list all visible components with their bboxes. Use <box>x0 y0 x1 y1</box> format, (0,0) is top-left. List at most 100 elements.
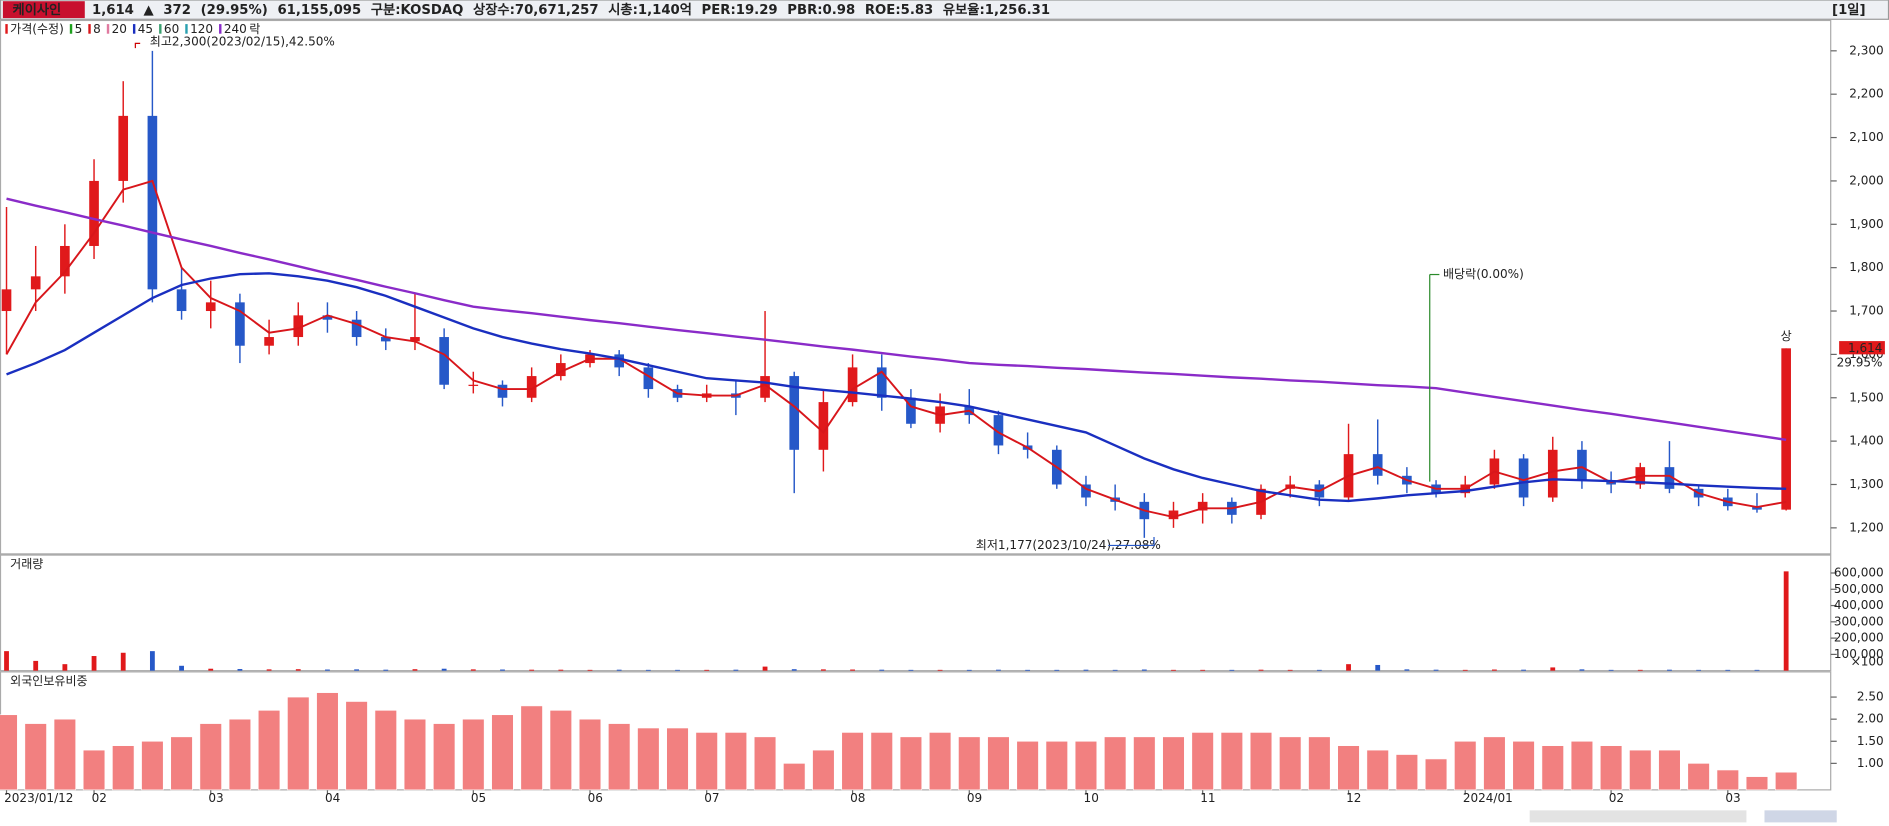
bar <box>1512 740 1535 791</box>
name-box <box>2 1 85 19</box>
bar <box>141 740 164 791</box>
candle-body <box>789 376 800 450</box>
bar <box>958 736 981 791</box>
bar <box>257 710 281 791</box>
legend-entry: 20 <box>112 22 127 36</box>
x-tick-label: 07 <box>704 791 719 805</box>
bar <box>237 669 243 671</box>
bar <box>783 763 806 791</box>
bar <box>1162 736 1185 791</box>
x-tick-label: 2024/01 <box>1463 791 1513 805</box>
bar <box>112 745 135 791</box>
legend-entry: 120 <box>190 22 213 36</box>
y-tick-label: 200,000 <box>1834 631 1884 645</box>
y-tick-label: 2.50 <box>1857 690 1884 704</box>
bar <box>850 669 855 671</box>
unit-label: ×100 <box>1851 655 1884 669</box>
bar <box>791 669 797 671</box>
bar <box>403 718 427 791</box>
candle-body <box>410 337 420 342</box>
candle-body <box>60 245 70 277</box>
zoom-slider[interactable] <box>1764 810 1837 823</box>
candle-body <box>1197 501 1208 511</box>
bar <box>1074 740 1098 791</box>
bar <box>987 736 1010 791</box>
header-arrow: ▲ <box>144 3 155 18</box>
x-tick-label: 2023/01/12 <box>4 791 73 805</box>
bar <box>616 669 622 671</box>
candle-body <box>322 315 333 320</box>
bar <box>704 669 710 671</box>
bar <box>325 669 330 671</box>
header-cap: 시총:1,140억 <box>608 2 692 18</box>
bar <box>462 718 485 791</box>
annotation-limit: 상 <box>1781 329 1792 343</box>
bar <box>383 669 389 671</box>
y-tick-label: 2,000 <box>1849 173 1883 187</box>
bar <box>208 668 214 671</box>
candle-body <box>1781 348 1791 510</box>
bar <box>62 664 68 671</box>
y-tick-label: 2,200 <box>1849 87 1883 101</box>
bar <box>432 723 456 791</box>
legend-swatch <box>185 24 188 34</box>
annotation-low: 최저1,177(2023/10/24),27.08% <box>976 538 1161 552</box>
bar <box>558 669 564 671</box>
bar <box>1716 769 1739 791</box>
candle-body <box>847 367 858 403</box>
bar <box>1608 669 1614 671</box>
y-tick-label: 1,400 <box>1849 434 1883 448</box>
bar <box>0 714 18 791</box>
bar <box>1133 736 1156 791</box>
candle-body <box>497 384 508 398</box>
y-tick-label: 600,000 <box>1834 565 1884 579</box>
legend-swatch <box>69 24 73 34</box>
candle-body <box>876 367 887 398</box>
bar <box>1200 669 1206 671</box>
bar <box>1521 669 1526 671</box>
last-price-box <box>1839 341 1885 355</box>
bar <box>520 705 543 791</box>
bar <box>1016 740 1039 791</box>
candle-body <box>1372 454 1383 476</box>
legend-swatch <box>5 24 8 34</box>
bar <box>908 669 914 671</box>
bar <box>354 669 360 671</box>
bar <box>1483 736 1506 791</box>
plot: 1,2001,3001,4001,5001,6001,7001,8001,900… <box>0 22 1885 805</box>
bar <box>841 732 864 791</box>
legend-entry: 240 <box>224 22 247 36</box>
bar <box>1424 758 1448 791</box>
candle-body <box>439 337 449 385</box>
candle-body <box>235 302 245 346</box>
annotation-dividend: 배당락(0.00%) <box>1443 267 1524 281</box>
scrollbar[interactable] <box>1529 810 1747 823</box>
x-tick-label: 12 <box>1346 791 1361 805</box>
y-tick-label: 1.00 <box>1857 756 1884 770</box>
bar <box>295 669 301 671</box>
legend-swatch <box>106 24 110 34</box>
bar <box>529 669 535 671</box>
legend-swatch <box>159 24 162 34</box>
bar <box>179 665 184 671</box>
x-tick-label: 02 <box>92 791 107 805</box>
bar <box>53 718 77 791</box>
bar <box>1725 669 1731 671</box>
y-tick-label: 1,300 <box>1849 477 1883 491</box>
bar <box>1745 776 1769 791</box>
bar <box>1687 763 1710 791</box>
bar <box>587 669 593 671</box>
header-price: 1,614 <box>92 3 134 18</box>
bar <box>1550 667 1556 671</box>
bar <box>1579 669 1585 671</box>
bar <box>870 732 893 791</box>
bar <box>1404 669 1410 671</box>
bar <box>1462 669 1468 671</box>
period: [1일] <box>1832 2 1865 18</box>
last-pct: 29.95% <box>1837 355 1883 369</box>
bar <box>812 749 835 791</box>
legend-entry: 8 <box>93 22 101 36</box>
header-per: PER:19.29 <box>702 3 778 18</box>
